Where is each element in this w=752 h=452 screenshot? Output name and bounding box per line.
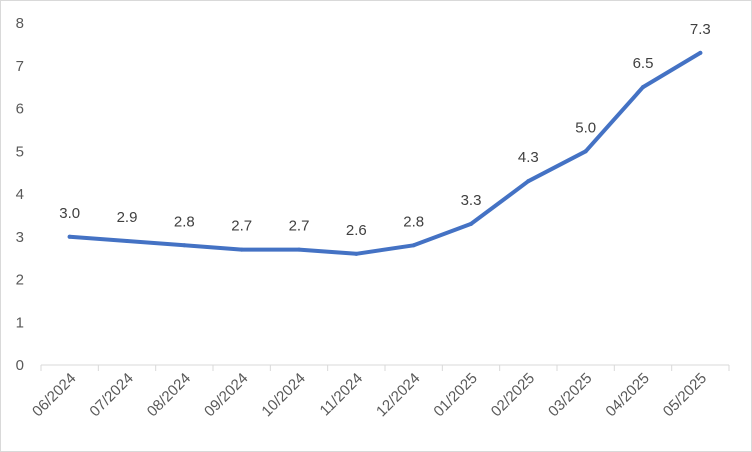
data-point xyxy=(125,239,129,244)
x-tick-label: 03/2025 xyxy=(545,370,595,420)
x-tick-label: 04/2025 xyxy=(602,370,652,420)
data-label: 4.3 xyxy=(518,149,539,166)
data-point xyxy=(67,234,72,239)
x-tick-label: 08/2024 xyxy=(144,370,194,420)
x-tick-label: 09/2024 xyxy=(201,370,251,420)
x-tick-label: 07/2024 xyxy=(86,370,136,420)
series-line xyxy=(67,50,703,256)
data-point xyxy=(239,247,244,252)
data-point xyxy=(698,50,703,55)
x-tick-label: 10/2024 xyxy=(258,370,308,420)
data-point xyxy=(182,243,187,248)
y-tick-label: 4 xyxy=(16,186,24,203)
y-tick-label: 2 xyxy=(16,272,24,289)
data-label: 2.7 xyxy=(289,218,310,235)
data-point xyxy=(297,247,301,252)
data-point xyxy=(354,251,359,256)
x-tick-label: 02/2025 xyxy=(488,370,538,420)
y-tick-label: 8 xyxy=(16,15,24,32)
x-tick-label: 11/2024 xyxy=(317,370,367,420)
data-label: 2.8 xyxy=(174,213,195,230)
data-label: 3.3 xyxy=(461,192,482,209)
data-label: 5.0 xyxy=(575,119,596,136)
data-label: 2.9 xyxy=(117,209,138,226)
data-label: 2.6 xyxy=(346,222,367,239)
data-point xyxy=(526,179,531,184)
y-tick-label: 0 xyxy=(16,357,24,374)
data-label: 7.3 xyxy=(690,21,711,38)
y-tick-label: 7 xyxy=(16,58,24,75)
y-tick-label: 1 xyxy=(16,314,24,331)
y-tick-label: 6 xyxy=(16,101,24,118)
y-tick-label: 3 xyxy=(16,229,24,246)
data-label: 3.0 xyxy=(59,205,80,222)
x-tick-label: 06/2024 xyxy=(29,370,79,420)
data-label: 6.5 xyxy=(633,55,654,72)
x-tick-label: 12/2024 xyxy=(373,370,423,420)
x-tick-label: 05/2025 xyxy=(660,370,710,420)
data-point xyxy=(583,149,588,154)
data-point xyxy=(411,243,416,248)
data-label: 2.8 xyxy=(403,213,424,230)
data-label: 2.7 xyxy=(231,218,252,235)
x-tick-label: 01/2025 xyxy=(430,370,480,420)
data-point xyxy=(469,221,473,226)
data-point xyxy=(641,85,645,90)
y-tick-label: 5 xyxy=(16,143,24,160)
